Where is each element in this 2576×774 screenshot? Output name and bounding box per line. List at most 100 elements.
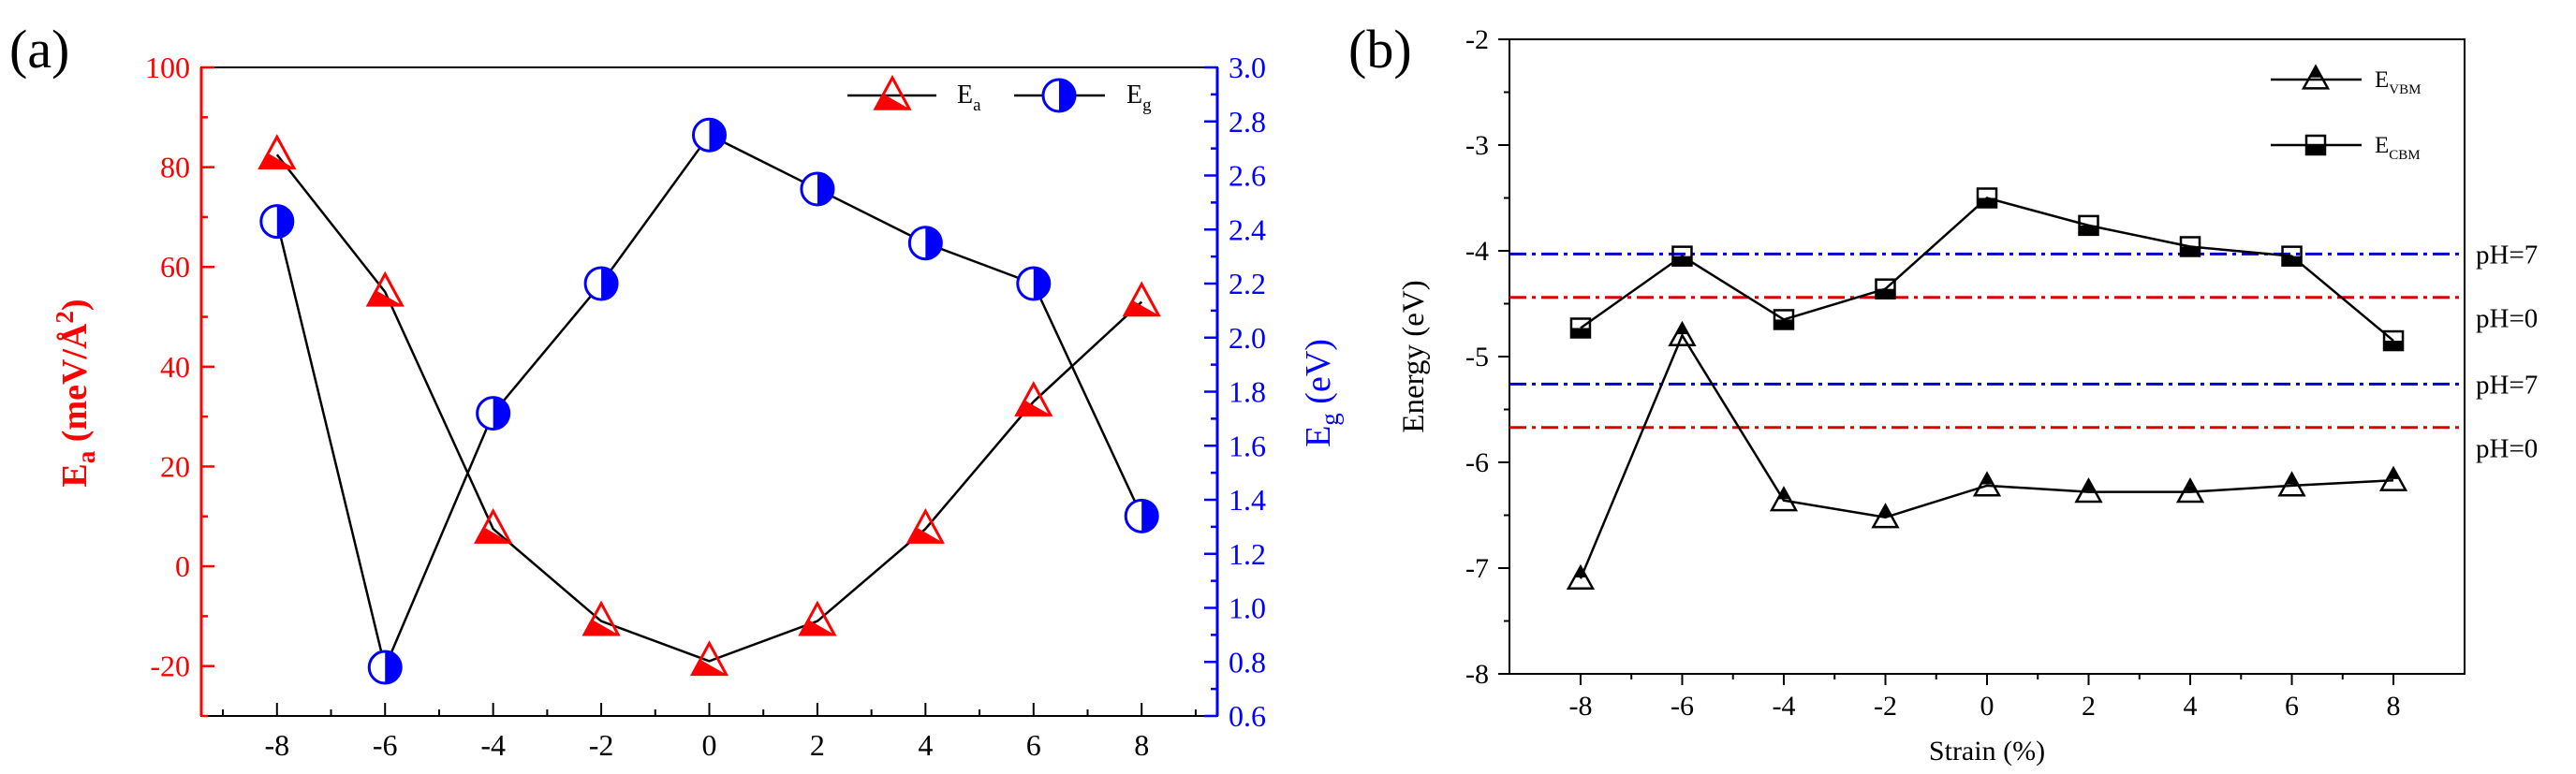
a-x-tick-label: -8 [264, 728, 289, 762]
a-x-tick-label: 6 [1026, 728, 1041, 762]
panel-a-label: (a) [9, 19, 69, 80]
b-cbm-point-fill [1774, 319, 1793, 329]
a-ea-point [1122, 281, 1161, 317]
b-cbm-point-outline [1875, 278, 1896, 299]
a-right-tick-label: 0.8 [1229, 645, 1266, 679]
b-cbm-point [1671, 245, 1693, 267]
panel-a-right-ticks: 0.6 0.8 1.0 1.2 1.4 1.6 1.8 2.0 2.2 2.4 2.6 2.8 3.0 [1204, 51, 1266, 733]
b-x-tick-label: 2 [2082, 691, 2096, 722]
legend-eg-symbol [1041, 78, 1077, 113]
a-eg-point [476, 396, 511, 431]
b-vbm-point-outline [2277, 471, 2306, 497]
b-cbm-point [1875, 278, 1896, 299]
a-ea-point [474, 507, 513, 544]
b-vbm-point-fill [2083, 479, 2096, 491]
panel-a-series-lines [275, 133, 1143, 671]
b-cbm-point-fill [1876, 288, 1895, 299]
panel-b: (b) -8 -6 -4 -2 0 2 4 6 8 -8 -7 -6 -5 -4 -3 -2 Strain … [1348, 19, 2538, 767]
legend-ea-symbol [873, 74, 912, 110]
b-cbm-point [1976, 187, 1998, 209]
y-right-label-main: E [1299, 426, 1338, 447]
b-vbm-point-fill [1878, 504, 1892, 517]
a-ea-point-outline [905, 507, 945, 544]
a-left-tick-label: 40 [160, 350, 190, 384]
b-cbm-point-outline [2382, 329, 2405, 352]
a-right-tick-label: 1.8 [1229, 375, 1266, 409]
legend-vbm-symbol-fill [2309, 66, 2322, 78]
panel-b-label: (b) [1348, 19, 1412, 80]
b-cbm-point-fill [1672, 256, 1692, 266]
a-left-tick-label: 80 [160, 151, 190, 184]
a-right-tick-label: 2.8 [1229, 105, 1266, 139]
a-right-tick-label: 2.4 [1229, 212, 1266, 246]
legend-eg-symbol-fill [1059, 80, 1075, 111]
legend-cbm-symbol-fill [2306, 145, 2325, 154]
b-y-tick-label: -8 [1465, 659, 1489, 690]
b-y-tick-label: -6 [1465, 447, 1489, 478]
b-x-tick-label: 6 [2285, 691, 2299, 722]
y-left-label-sup: 2 [51, 311, 79, 324]
a-ea-point-outline [258, 134, 297, 170]
legend-cbm-symbol-outline [2304, 134, 2327, 156]
b-vbm-point [2175, 477, 2205, 504]
b-cbm-point-outline [2281, 245, 2303, 267]
a-left-tick-label: 60 [160, 250, 190, 284]
b-cbm-point-outline [1773, 309, 1795, 330]
b-cbm-point [2382, 329, 2405, 352]
panel-a-plot-frame [200, 66, 1218, 717]
a-eg-point [1016, 266, 1052, 301]
b-vbm-point-outline [2175, 477, 2205, 504]
panel-b-y-label: Energy (eV) [1397, 280, 1431, 432]
b-ph-reference-label: pH=7 [2476, 240, 2538, 270]
a-ea-point [365, 270, 405, 307]
b-vbm-point [1972, 471, 2002, 497]
a-eg-point-fill [385, 651, 402, 684]
b-vbm-point-outline [1769, 486, 1799, 512]
y-left-label-rest: (meV/Å [55, 323, 95, 451]
a-ea-point-outline [474, 507, 513, 544]
panel-a-legend: Ea Eg [847, 74, 1152, 115]
b-y-tick-label: -7 [1465, 553, 1489, 584]
b-cbm-point-fill [2282, 256, 2302, 266]
panel-b-legend: EVBM ECBM [2271, 64, 2421, 163]
b-vbm-point-outline [2378, 465, 2408, 491]
legend-vbm-marker [2301, 64, 2331, 90]
a-right-tick-label: 2.6 [1229, 159, 1266, 193]
legend-ea-symbol-fill [875, 95, 910, 110]
y-right-label-sub: g [1316, 413, 1344, 426]
legend-vbm-label: EVBM [2375, 67, 2421, 97]
panel-b-reference-lines: pH=7 pH=0 pH=7 pH=0 [1509, 240, 2538, 464]
a-ea-point-outline [1014, 381, 1053, 416]
a-eg-point-fill [925, 226, 942, 259]
a-eg-point [692, 117, 727, 153]
b-cbm-line [1580, 197, 2394, 343]
a-ea-point [1014, 381, 1053, 416]
a-left-tick-label: 20 [160, 449, 190, 483]
a-x-tick-label: -4 [480, 728, 506, 762]
panel-a-y-left-label: Ea (meV/Å2) [51, 299, 100, 487]
b-vbm-point [2074, 477, 2103, 504]
a-right-tick-label: 3.0 [1229, 51, 1266, 84]
a-ea-point-fill [259, 153, 294, 168]
b-cbm-point-fill [1570, 328, 1590, 338]
legend-vbm-sub: VBM [2389, 82, 2421, 97]
b-vbm-point-outline [1668, 320, 1697, 347]
a-right-tick-label: 0.6 [1229, 699, 1266, 733]
panel-a-left-ticks: -20 0 20 40 60 80 100 [145, 51, 214, 718]
b-x-tick-label: -6 [1671, 691, 1694, 722]
a-eg-point [367, 650, 403, 685]
legend-cbm-sub: CBM [2389, 148, 2420, 163]
a-right-tick-label: 1.0 [1229, 591, 1266, 625]
panel-a-series-markers [258, 117, 1161, 685]
a-right-tick-label: 1.4 [1229, 483, 1266, 517]
b-y-tick-label: -3 [1465, 130, 1489, 161]
b-cbm-point [2179, 236, 2201, 257]
b-vbm-point-outline [1566, 563, 1596, 590]
a-eg-point [583, 266, 619, 301]
a-eg-point-fill [276, 205, 293, 238]
a-left-tick-label: -20 [150, 650, 190, 683]
a-eg-point-fill [1141, 500, 1158, 533]
panel-b-x-ticks: -8 -6 -4 -2 0 2 4 6 8 [1568, 674, 2401, 722]
b-vbm-point-fill [2184, 479, 2197, 491]
a-x-tick-label: -2 [589, 728, 614, 762]
